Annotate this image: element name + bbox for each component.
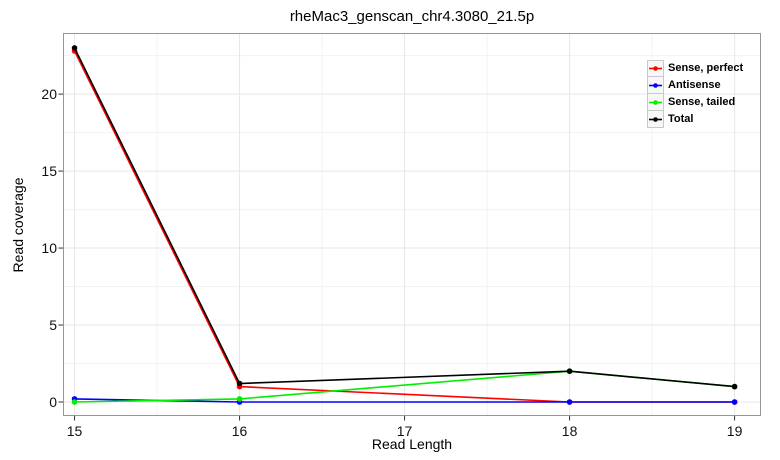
x-tick-label: 15: [66, 423, 83, 439]
data-point: [236, 396, 243, 402]
series-line: [73, 47, 735, 388]
y-axis-label: Read coverage: [10, 177, 26, 273]
legend-item: Antisense: [647, 77, 743, 94]
legend-item: Sense, perfect: [647, 60, 743, 77]
data-point: [566, 399, 573, 405]
y-tick-label: 10: [41, 240, 57, 257]
x-tick-label: 19: [726, 423, 743, 439]
legend: Sense, perfect Antisense Sense, tailed Tota…: [647, 60, 743, 128]
legend-item: Sense, tailed: [647, 94, 743, 111]
legend-label: Total: [668, 113, 694, 125]
panel-border: [63, 33, 761, 416]
x-tick-label: 17: [396, 423, 413, 439]
data-point: [566, 368, 573, 375]
legend-marker-icon: [649, 116, 662, 122]
x-tick-label: 16: [231, 423, 248, 439]
y-tick-label: 20: [41, 86, 57, 103]
legend-marker-icon: [649, 66, 662, 71]
legend-key-swatch: [647, 60, 664, 77]
legend-key-swatch: [647, 77, 664, 94]
data-point: [731, 383, 738, 390]
data-point: [236, 380, 243, 387]
legend-key-swatch: [647, 111, 664, 128]
y-tick-label: 0: [49, 393, 57, 410]
data-point: [71, 399, 78, 405]
data-point: [731, 399, 738, 405]
legend-label: Antisense: [668, 79, 721, 91]
legend-key-swatch: [647, 94, 664, 111]
legend-label: Sense, perfect: [668, 62, 744, 74]
y-tick-label: 5: [49, 317, 57, 334]
legend-marker-icon: [649, 82, 662, 88]
data-point: [71, 45, 78, 51]
y-tick-label: 15: [41, 163, 57, 180]
legend-label: Sense, tailed: [668, 96, 736, 108]
legend-item: Total: [647, 111, 743, 128]
chart-title: rheMac3_genscan_chr4.3080_21.5p: [289, 8, 535, 25]
legend-marker-icon: [649, 99, 662, 105]
x-tick-label: 18: [561, 423, 578, 439]
x-axis-label: Read Length: [371, 436, 453, 452]
